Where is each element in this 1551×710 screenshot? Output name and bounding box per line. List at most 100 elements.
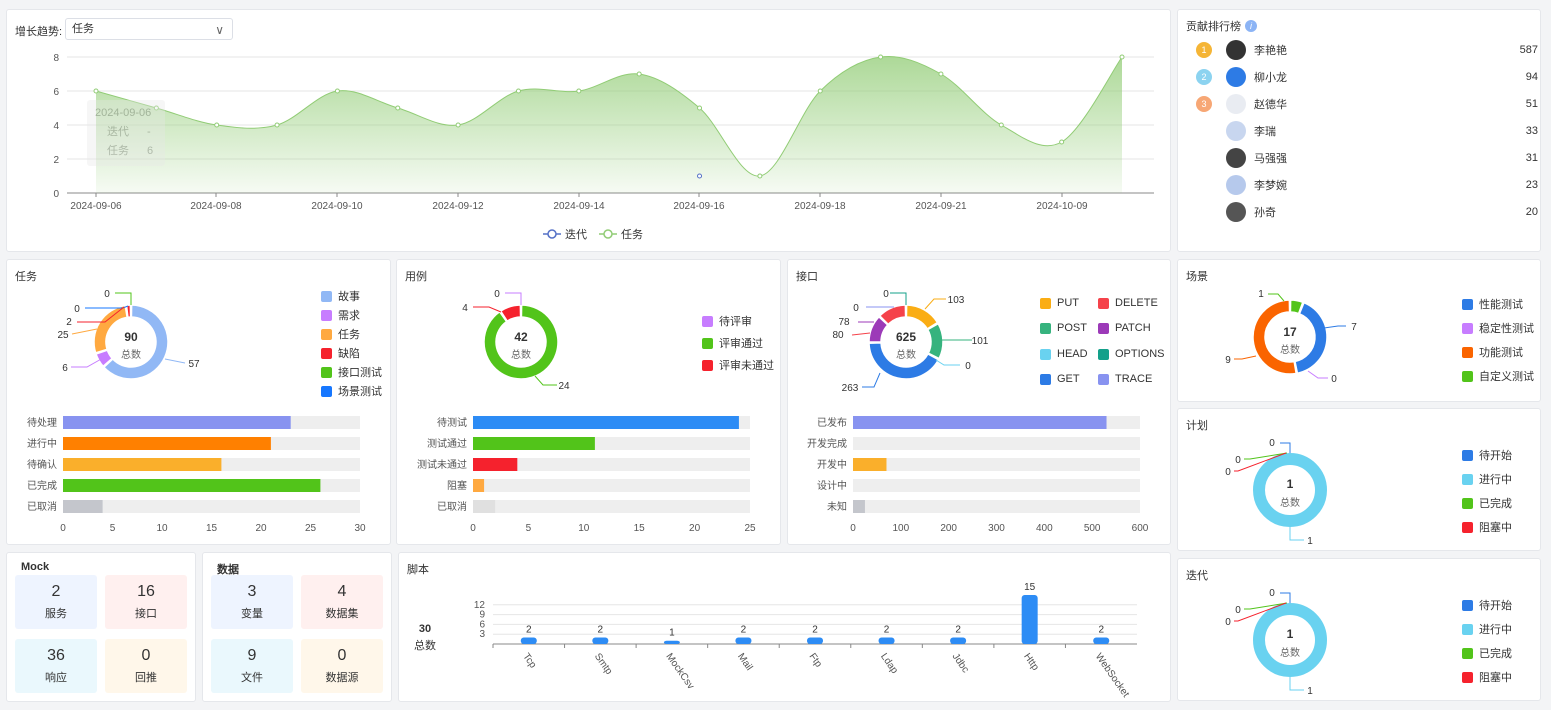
donut-label: 0 <box>1269 438 1275 449</box>
info-icon[interactable]: i <box>1245 20 1257 32</box>
donut-label: 0 <box>1235 605 1241 616</box>
mock-pushback-label: 回推 <box>135 672 157 684</box>
rank-row[interactable]: 1 李艳艳 587 <box>1188 37 1538 63</box>
legend-swatch <box>1040 373 1051 385</box>
mock-api-card[interactable]: 16 接口 <box>105 575 187 629</box>
legend-item[interactable]: 需求 <box>321 307 360 323</box>
trend-x-tick: 2024-09-21 <box>915 201 967 212</box>
rank-row[interactable]: 马强强 31 <box>1188 145 1538 171</box>
legend-label: 评审通过 <box>719 338 763 350</box>
legend-item[interactable]: POST <box>1040 322 1087 334</box>
legend-label: POST <box>1057 322 1087 334</box>
legend-item[interactable]: 缺陷 <box>321 345 360 361</box>
legend-item[interactable]: PATCH <box>1098 322 1151 334</box>
bar-category-label: 开发完成 <box>807 437 847 450</box>
bar-x-tick: 100 <box>892 523 909 534</box>
task-point <box>93 88 99 94</box>
mock-response-card[interactable]: 36 响应 <box>15 639 97 693</box>
bar <box>473 458 518 471</box>
mock-service-card[interactable]: 2 服务 <box>15 575 97 629</box>
legend-swatch <box>1462 449 1473 461</box>
rank-row[interactable]: 2 柳小龙 94 <box>1188 64 1538 90</box>
legend-label: DELETE <box>1115 297 1158 309</box>
donut-slice <box>125 304 132 318</box>
trend-tooltip-row1-name: 迭代 <box>107 125 129 138</box>
legend-item[interactable]: 已完成 <box>1462 495 1512 511</box>
file-card[interactable]: 9 文件 <box>211 639 293 693</box>
legend-item[interactable]: 待开始 <box>1462 447 1512 463</box>
rank-row[interactable]: 李梦婉 23 <box>1188 172 1538 198</box>
legend-item[interactable]: 自定义测试 <box>1462 368 1534 384</box>
avatar <box>1226 67 1246 87</box>
donut-slice <box>868 316 889 343</box>
legend-item[interactable]: 故事 <box>321 288 360 304</box>
mock-pushback-card[interactable]: 0 回推 <box>105 639 187 693</box>
legend-item[interactable]: DELETE <box>1098 297 1158 309</box>
trend-x-tick: 2024-09-16 <box>673 201 725 212</box>
donut-total: 1 <box>1287 477 1294 491</box>
scene-title: 场景 <box>1186 271 1208 283</box>
legend-item[interactable]: 稳定性测试 <box>1462 320 1534 336</box>
legend-item[interactable]: 待评审 <box>702 313 752 329</box>
donut-total: 90 <box>124 330 138 344</box>
task-point <box>817 88 823 94</box>
legend-swatch <box>1462 599 1473 611</box>
legend-item[interactable]: 已完成 <box>1462 645 1512 661</box>
legend-swatch <box>1462 521 1473 533</box>
variable-label: 变量 <box>241 608 263 620</box>
legend-item[interactable]: 待开始 <box>1462 597 1512 613</box>
legend-item[interactable]: 性能测试 <box>1462 296 1523 312</box>
legend-item[interactable]: HEAD <box>1040 348 1088 360</box>
datasource-card[interactable]: 0 数据源 <box>301 639 383 693</box>
rank-row[interactable]: 3 赵德华 51 <box>1188 91 1538 117</box>
script-x-tick: Tcp <box>520 651 538 670</box>
legend-item[interactable]: 阻塞中 <box>1462 519 1512 535</box>
legend-item[interactable]: 评审未通过 <box>702 357 774 373</box>
script-bar-label: 1 <box>669 628 675 639</box>
script-bar-label: 2 <box>884 624 890 635</box>
script-x-tick: Ftp <box>807 651 825 670</box>
legend-item[interactable]: 接口测试 <box>321 364 382 380</box>
donut-label: 101 <box>972 336 989 347</box>
dataset-card[interactable]: 4 数据集 <box>301 575 383 629</box>
legend-item[interactable]: GET <box>1040 373 1080 385</box>
bar-category-label: 未知 <box>827 500 847 513</box>
legend-item[interactable]: PUT <box>1040 297 1079 309</box>
legend-item[interactable]: TRACE <box>1098 373 1152 385</box>
legend-swatch <box>1040 322 1051 334</box>
legend-item[interactable]: 功能测试 <box>1462 344 1523 360</box>
legend-label: 任务 <box>338 329 360 341</box>
legend-item[interactable]: 评审通过 <box>702 335 763 351</box>
donut-label: 0 <box>1331 374 1337 385</box>
rank-row[interactable]: 李瑞 33 <box>1188 118 1538 144</box>
donut-label: 9 <box>1225 355 1231 366</box>
donut-label-line <box>1268 293 1285 302</box>
legend-item[interactable]: OPTIONS <box>1098 348 1165 360</box>
legend-item[interactable]: 进行中 <box>1462 471 1512 487</box>
trend-x-tick: 2024-09-18 <box>794 201 846 212</box>
legend-item[interactable]: 阻塞中 <box>1462 669 1512 685</box>
legend-item[interactable]: 进行中 <box>1462 621 1512 637</box>
legend-swatch <box>321 347 332 359</box>
legend-item[interactable]: 任务 <box>321 326 360 342</box>
task-point <box>998 122 1004 128</box>
donut-label-line <box>890 292 907 305</box>
script-x-tick: Ldap <box>878 651 900 676</box>
legend-item[interactable]: 场景测试 <box>321 383 382 399</box>
legend-swatch <box>702 337 713 349</box>
legend-swatch <box>1098 373 1109 385</box>
trend-select[interactable]: 任务 ∨ <box>65 18 233 40</box>
trend-legend-label: 任务 <box>621 228 643 241</box>
variable-card[interactable]: 3 变量 <box>211 575 293 629</box>
rank-row[interactable]: 孙奇 20 <box>1188 199 1538 225</box>
bar <box>853 458 887 471</box>
script-title: 脚本 <box>407 564 429 576</box>
case-panel: 用例 42 总数 0 4 24 待评审 评审通过 评审未通过 待测试 测试通过 测试未通过 阻塞已… <box>396 259 781 545</box>
avatar <box>1226 121 1246 141</box>
donut-label-line <box>71 357 104 368</box>
script-bar <box>663 640 680 644</box>
donut-label: 2 <box>66 317 72 328</box>
trend-panel: 增长趋势: 任务 ∨ 8 6 4 2 0 2024-09-06 2024-09-08 2024… <box>6 9 1171 252</box>
mock-service-count: 2 <box>51 583 61 600</box>
trend-tooltip-bg <box>87 100 165 166</box>
